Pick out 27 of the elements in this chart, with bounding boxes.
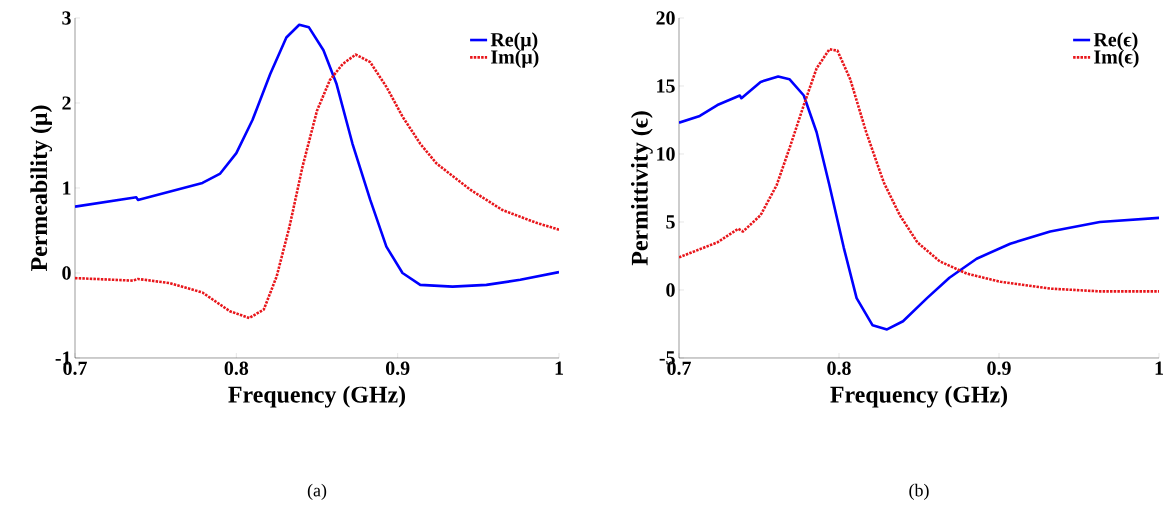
- y-axis-title: Permeability (μ): [30, 105, 53, 272]
- legend-label: Re(μ): [490, 32, 538, 51]
- y-axis-title: Permittivity (ϵ): [630, 111, 653, 266]
- y-tick-label: 3: [62, 11, 71, 25]
- x-tick-label: 0.8: [224, 361, 249, 376]
- y-tick-label: 0: [62, 266, 71, 280]
- y-tick-label: 1: [63, 181, 71, 195]
- legend-label: Im(μ): [491, 49, 539, 68]
- y-tick-label: 15: [657, 79, 675, 93]
- x-tick-label: 1: [555, 361, 563, 375]
- x-tick-label: 0.9: [987, 361, 1011, 376]
- y-tick-label: 5: [666, 215, 675, 229]
- y-tick-label: 20: [656, 11, 675, 25]
- x-axis-title: Frequency (GHz): [228, 385, 406, 408]
- x-tick-label: 1: [1155, 361, 1163, 375]
- line-series: [75, 23, 560, 288]
- y-tick-label: 10: [657, 147, 675, 161]
- legend-label: Im(ϵ): [1094, 49, 1139, 68]
- line-series: [679, 75, 1160, 331]
- y-tick-label: 0: [666, 283, 675, 297]
- legend-label: Re(ϵ): [1093, 32, 1138, 51]
- y-tick-label: 2: [62, 96, 71, 110]
- text: (a): [307, 483, 327, 501]
- text: (b): [909, 483, 929, 501]
- x-axis-title: Frequency (GHz): [830, 385, 1008, 408]
- x-tick-label: 0.8: [827, 361, 851, 376]
- x-tick-label: 0.9: [385, 361, 410, 376]
